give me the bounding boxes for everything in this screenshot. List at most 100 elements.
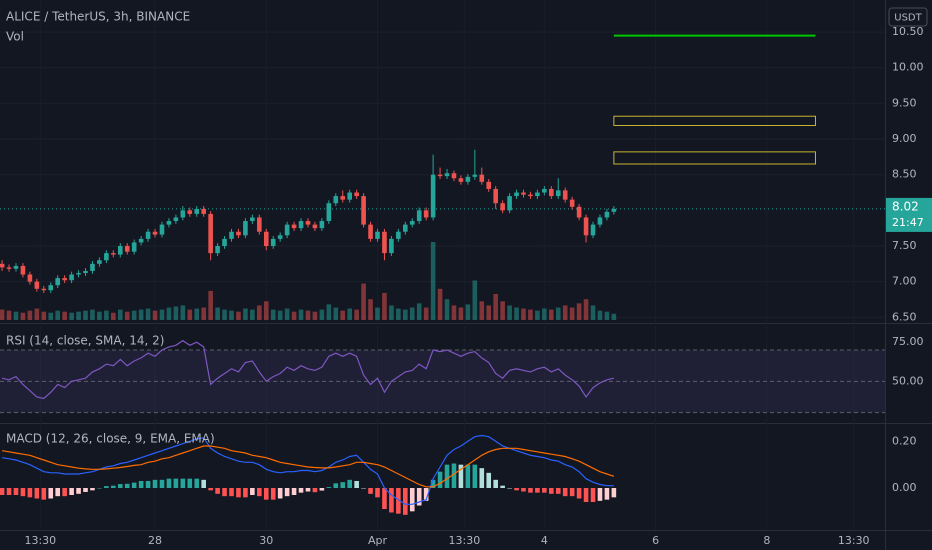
candle-body [180,210,186,218]
signal-line [2,445,615,488]
candle-body [194,208,200,214]
volume-bar [493,294,498,320]
macd-histogram-bar [549,488,554,494]
macd-histogram-bar [312,488,318,493]
candle-body [97,260,102,264]
candle-body [403,224,408,232]
volume-bar [13,311,19,320]
macd-histogram-bar [569,488,575,497]
volume-bar [375,307,380,320]
candle-body [375,231,380,239]
y-tick-label: 7.50 [892,239,917,252]
candle-body [583,217,589,236]
candle-body [173,217,179,222]
volume-bar [423,307,429,320]
symbol-title[interactable]: ALICE / TetherUS, 3h, BINANCE [6,10,190,24]
y-tick-label: 9.00 [892,132,917,145]
volume-bar [145,308,151,320]
candle-body [166,221,172,225]
macd-histogram-bar [124,483,130,488]
candle-body [326,203,332,222]
currency-box[interactable] [888,7,928,27]
macd-histogram-bar [194,478,200,488]
countdown-label: 21:47 [892,216,924,229]
x-tick-label: Apr [368,534,388,547]
macd-histogram-bar [389,488,394,513]
candle-body [451,173,457,179]
macd-histogram-bar [257,488,262,497]
macd-histogram-bar [528,488,533,493]
macd-histogram-bar [583,488,589,502]
y-tick-label: 9.50 [892,96,917,109]
macd-histogram-bar [104,486,109,488]
macd-histogram-bar [69,488,74,495]
volume-bar [354,309,359,320]
candle-body [312,224,318,229]
volume-bar [604,311,610,320]
volume-bar [409,307,415,320]
candle-body [41,288,47,291]
volume-bar [514,307,519,320]
volume-bar [222,309,227,320]
candle-body [229,231,234,239]
candle-body [535,192,540,197]
volume-bar [277,310,283,320]
macd-title[interactable]: MACD (12, 26, close, 9, EMA, EMA) [6,432,215,446]
candle-body [389,238,394,254]
rsi-line [1,339,615,400]
volume-bar [472,280,478,320]
macd-histogram-bar [222,488,227,497]
volume-bar [34,308,40,320]
macd-histogram-bar [597,488,603,501]
volume-bar [521,308,526,320]
volume-bar [83,310,88,320]
macd-histogram-bar [48,488,54,499]
volume-bar [131,310,137,320]
candle-body [590,224,596,236]
candle-body [13,265,19,269]
candle-body [472,174,478,177]
macd-histogram-bar [514,488,519,491]
candle-body [243,221,248,236]
macd-histogram-bar [604,488,610,500]
candle-body [549,188,554,197]
volume-bar [347,308,352,320]
macd-histogram-bar [111,485,116,488]
candle-body [124,245,130,252]
candle-body [298,221,304,229]
volume-label[interactable]: Vol [6,30,24,44]
x-tick-label: 13:30 [24,534,56,547]
volume-bar [236,311,241,320]
volume-bar [69,312,74,320]
rectangle-drawing [613,151,816,165]
candle-body [277,235,283,239]
volume-bar [55,310,61,320]
rsi-tick-label: 50.00 [892,374,924,387]
macd-histogram-bar [507,488,512,489]
volume-bar [284,308,290,320]
rsi-title[interactable]: RSI (14, close, SMA, 14, 2) [6,334,164,348]
volume-bar [0,309,5,320]
candle-body [187,210,193,214]
macd-histogram-bar [340,482,346,488]
macd-histogram-bar [611,488,617,498]
volume-bar [451,305,457,320]
last-price-box [886,197,932,232]
macd-histogram-bar [55,488,61,497]
candle-body [222,238,227,246]
candle-body [236,231,241,236]
candle-body [347,192,352,200]
volume-bar [298,309,304,320]
candle-body [48,285,54,291]
macd-histogram-bar [319,488,325,491]
macd-histogram-bar [83,488,88,492]
volume-bar [569,307,575,320]
candle-body [104,253,109,261]
volume-bar [333,307,339,320]
volume-bar [117,309,123,320]
candle-body [62,278,67,281]
volume-bar [291,311,297,320]
volume-bar [270,309,276,320]
volume-bar [396,308,401,320]
currency[interactable]: USDT [894,13,922,24]
